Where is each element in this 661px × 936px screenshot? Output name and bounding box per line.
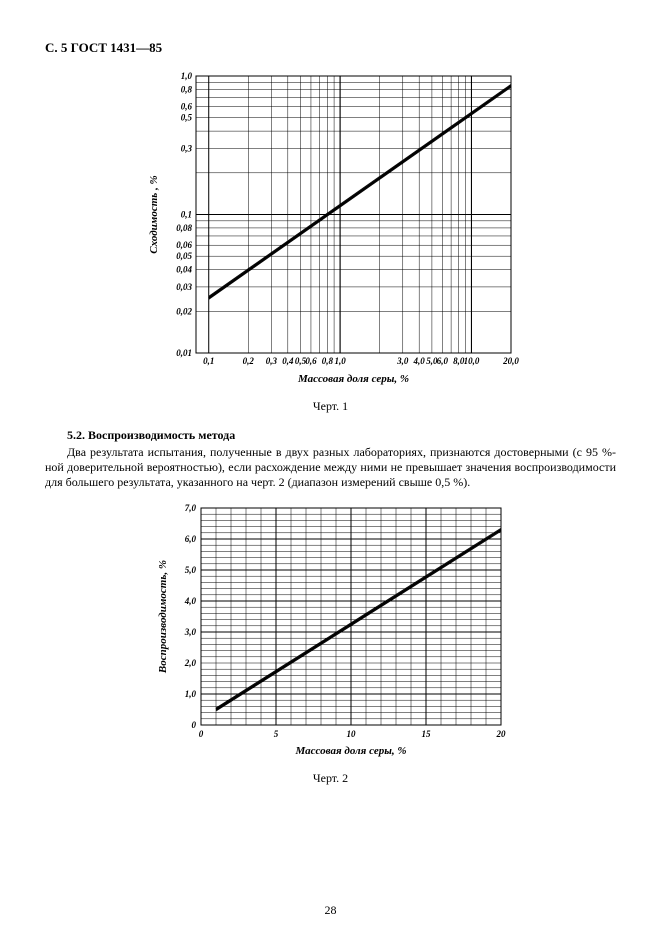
svg-text:1,0: 1,0 [184, 689, 196, 699]
svg-text:4,0: 4,0 [412, 356, 425, 366]
chart1-container: 0,10,20,30,40,50,60,81,03,04,05,06,08,01… [45, 68, 616, 393]
svg-text:3,0: 3,0 [183, 627, 196, 637]
svg-text:1,0: 1,0 [334, 356, 346, 366]
svg-text:5: 5 [273, 729, 278, 739]
svg-text:0,01: 0,01 [176, 348, 192, 358]
svg-text:0,8: 0,8 [180, 84, 192, 94]
svg-text:5,0: 5,0 [184, 565, 196, 575]
svg-text:3,0: 3,0 [396, 356, 409, 366]
svg-text:15: 15 [421, 729, 431, 739]
svg-text:0,04: 0,04 [176, 265, 192, 275]
svg-text:Массовая доля серы, %: Массовая доля серы, % [294, 745, 406, 757]
svg-text:Массовая доля серы, %: Массовая доля серы, % [296, 373, 408, 385]
svg-text:0,05: 0,05 [176, 251, 192, 261]
chart1: 0,10,20,30,40,50,60,81,03,04,05,06,08,01… [141, 68, 521, 388]
svg-text:0,5: 0,5 [180, 113, 192, 123]
svg-text:0,2: 0,2 [242, 356, 254, 366]
svg-text:0,03: 0,03 [176, 282, 192, 292]
page-header: С. 5 ГОСТ 1431—85 [45, 40, 616, 56]
svg-text:0,1: 0,1 [203, 356, 214, 366]
svg-text:10: 10 [346, 729, 356, 739]
svg-text:20: 20 [495, 729, 506, 739]
svg-text:0,8: 0,8 [321, 356, 333, 366]
svg-text:0,08: 0,08 [176, 223, 192, 233]
svg-text:0,1: 0,1 [180, 210, 191, 220]
page-number: 28 [0, 903, 661, 918]
chart1-caption: Черт. 1 [45, 399, 616, 414]
para-5.2: Два результата испытания, полученные в д… [45, 445, 616, 490]
svg-text:0: 0 [191, 720, 196, 730]
svg-text:0,3: 0,3 [180, 143, 192, 153]
svg-text:1,0: 1,0 [180, 71, 192, 81]
chart2-caption: Черт. 2 [45, 771, 616, 786]
svg-text:Воспроизводимость, %: Воспроизводимость, % [157, 560, 169, 674]
chart2: 0 5 10 15 20 0 1,0 2,0 3,0 4,0 5,0 6,0 7,0 Массовая д… [151, 500, 511, 760]
chart2-container: 0 5 10 15 20 0 1,0 2,0 3,0 4,0 5,0 6,0 7,0 Массовая д… [45, 500, 616, 765]
svg-text:0,02: 0,02 [176, 306, 192, 316]
svg-text:4,0: 4,0 [183, 596, 196, 606]
svg-text:0,06: 0,06 [176, 240, 192, 250]
svg-text:10,0: 10,0 [463, 356, 479, 366]
svg-text:0,4: 0,4 [282, 356, 294, 366]
svg-text:Сходимость , %: Сходимость , % [148, 175, 160, 253]
svg-text:0,6: 0,6 [180, 102, 192, 112]
svg-text:20,0: 20,0 [502, 356, 519, 366]
svg-text:6,0: 6,0 [436, 356, 448, 366]
svg-text:7,0: 7,0 [184, 503, 196, 513]
svg-text:0: 0 [198, 729, 203, 739]
svg-text:6,0: 6,0 [184, 534, 196, 544]
svg-text:0,6: 0,6 [305, 356, 317, 366]
svg-text:2,0: 2,0 [183, 658, 196, 668]
section-5.2-title: 5.2. Воспроизводимость метода [45, 428, 616, 443]
svg-text:0,3: 0,3 [265, 356, 277, 366]
